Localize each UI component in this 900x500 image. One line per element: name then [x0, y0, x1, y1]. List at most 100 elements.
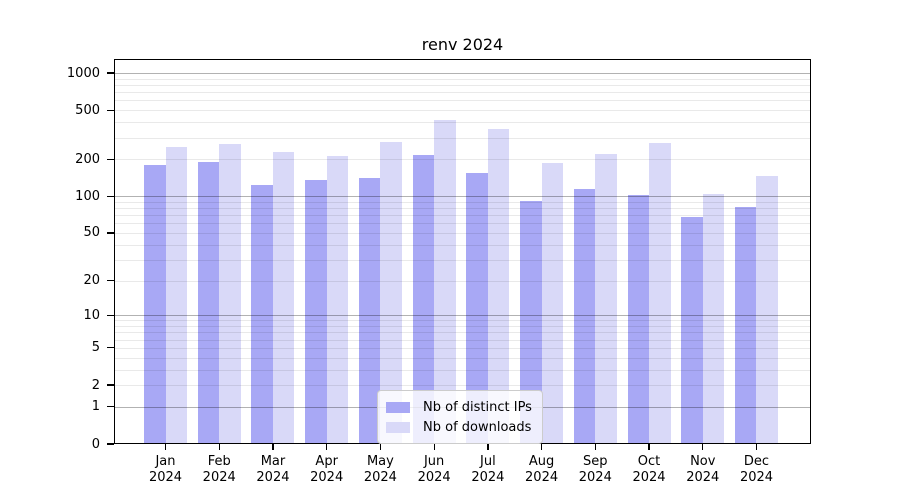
legend-swatch-distinct-ips	[386, 401, 410, 413]
y-tick-0	[107, 443, 114, 445]
y-tick-500	[107, 109, 114, 111]
bar-distinct-ips-sep	[573, 188, 596, 444]
axis-spine-right	[809, 59, 811, 444]
gridline-minor-4	[114, 357, 811, 359]
legend-swatch-downloads	[386, 421, 410, 433]
gridline-minor-80	[114, 208, 811, 210]
y-tick-label-0: 0	[91, 436, 100, 452]
bar-downloads-oct	[649, 142, 671, 444]
y-tick-200	[107, 158, 114, 160]
bar-downloads-sep	[595, 154, 617, 444]
gridline-minor-400	[114, 122, 811, 124]
bar-distinct-ips-apr	[305, 180, 327, 444]
y-tick-label-100: 100	[75, 188, 100, 204]
gridline-minor-8	[114, 326, 811, 328]
chart-title: renv 2024	[421, 35, 504, 54]
y-tick-100	[107, 195, 114, 197]
x-tick-label-jun: Jun 2024	[417, 454, 451, 485]
x-tick-label-oct: Oct 2024	[632, 454, 666, 485]
bar-downloads-dec	[756, 175, 778, 444]
gridline-minor-2	[114, 385, 811, 387]
x-tick-label-dec: Dec 2024	[739, 454, 774, 485]
bar-downloads-aug	[541, 162, 564, 444]
gridline-minor-300	[114, 137, 811, 139]
gridline-major-100	[114, 196, 811, 198]
bar-downloads-jan	[165, 146, 187, 444]
x-tick-aug	[540, 444, 543, 450]
bar-distinct-ips-dec	[734, 207, 757, 444]
gridline-minor-6	[114, 339, 811, 341]
gridline-major-1000	[114, 73, 811, 75]
bar-distinct-ips-aug	[520, 200, 542, 444]
x-tick-feb	[218, 444, 220, 450]
y-tick-label-1000: 1000	[66, 65, 100, 81]
y-tick-label-10: 10	[83, 307, 100, 323]
bar-distinct-ips-nov	[681, 217, 703, 444]
axis-spine-top	[114, 59, 811, 61]
x-tick-label-apr: Apr 2024	[310, 454, 344, 485]
y-tick-label-2: 2	[91, 377, 100, 393]
gridline-minor-200	[114, 159, 811, 161]
x-tick-label-jul: Jul 2024	[471, 454, 505, 485]
x-tick-oct	[648, 444, 650, 450]
gridline-minor-30	[114, 259, 811, 261]
gridline-minor-600	[114, 100, 811, 102]
gridline-minor-50	[114, 232, 811, 234]
gridline-minor-5	[114, 347, 811, 349]
y-tick-label-500: 500	[75, 102, 100, 118]
gridline-minor-800	[114, 85, 811, 87]
bar-downloads-jun	[434, 120, 456, 444]
y-tick-50	[107, 232, 114, 234]
bar-distinct-ips-jan	[144, 164, 166, 444]
x-tick-may	[379, 444, 382, 450]
x-tick-label-aug: Aug 2024	[525, 454, 559, 485]
gridline-minor-60	[114, 223, 811, 225]
bar-downloads-jul	[487, 129, 510, 444]
x-tick-jul	[487, 444, 489, 450]
x-tick-label-feb: Feb 2024	[202, 454, 236, 485]
x-tick-label-nov: Nov 2024	[686, 454, 720, 485]
x-tick-jan	[164, 444, 167, 450]
x-tick-mar	[272, 444, 274, 450]
bar-downloads-apr	[326, 156, 349, 444]
gridline-minor-20	[114, 280, 811, 282]
bar-distinct-ips-jun	[412, 155, 435, 444]
gridline-minor-9	[114, 320, 811, 322]
x-tick-sep	[594, 444, 596, 450]
y-tick-2	[107, 384, 114, 386]
x-tick-dec	[755, 444, 758, 450]
y-tick-label-5: 5	[91, 340, 100, 356]
gridline-major-10	[114, 315, 811, 317]
y-tick-1000	[107, 72, 114, 74]
bar-distinct-ips-mar	[251, 184, 273, 444]
y-tick-5	[107, 347, 114, 349]
y-tick-label-1: 1	[91, 399, 100, 415]
gridline-minor-3	[114, 369, 811, 371]
bar-distinct-ips-feb	[197, 162, 220, 444]
gridline-minor-900	[114, 78, 811, 80]
bar-distinct-ips-oct	[627, 195, 650, 444]
bar-downloads-may	[380, 142, 402, 444]
legend-label-downloads: Nb of downloads	[423, 419, 532, 435]
axis-spine-left	[114, 59, 116, 444]
bar-downloads-feb	[219, 143, 241, 444]
legend-label-distinct-ips: Nb of distinct IPs	[423, 399, 532, 415]
legend: Nb of distinct IPs Nb of downloads	[377, 390, 543, 444]
x-tick-label-may: May 2024	[363, 454, 397, 485]
y-tick-10	[107, 314, 114, 316]
gridline-minor-500	[114, 110, 811, 112]
gridline-minor-700	[114, 92, 811, 94]
x-tick-label-sep: Sep 2024	[578, 454, 612, 485]
y-tick-1	[107, 406, 114, 408]
gridline-minor-40	[114, 244, 811, 246]
bar-distinct-ips-may	[358, 178, 381, 444]
gridline-minor-90	[114, 201, 811, 203]
x-tick-jun	[433, 444, 435, 450]
y-tick-label-50: 50	[83, 225, 100, 241]
y-tick-label-20: 20	[83, 273, 100, 289]
legend-item-downloads: Nb of downloads	[386, 417, 533, 437]
x-tick-nov	[702, 444, 704, 450]
gridline-minor-70	[114, 215, 811, 217]
y-tick-20	[107, 279, 114, 282]
